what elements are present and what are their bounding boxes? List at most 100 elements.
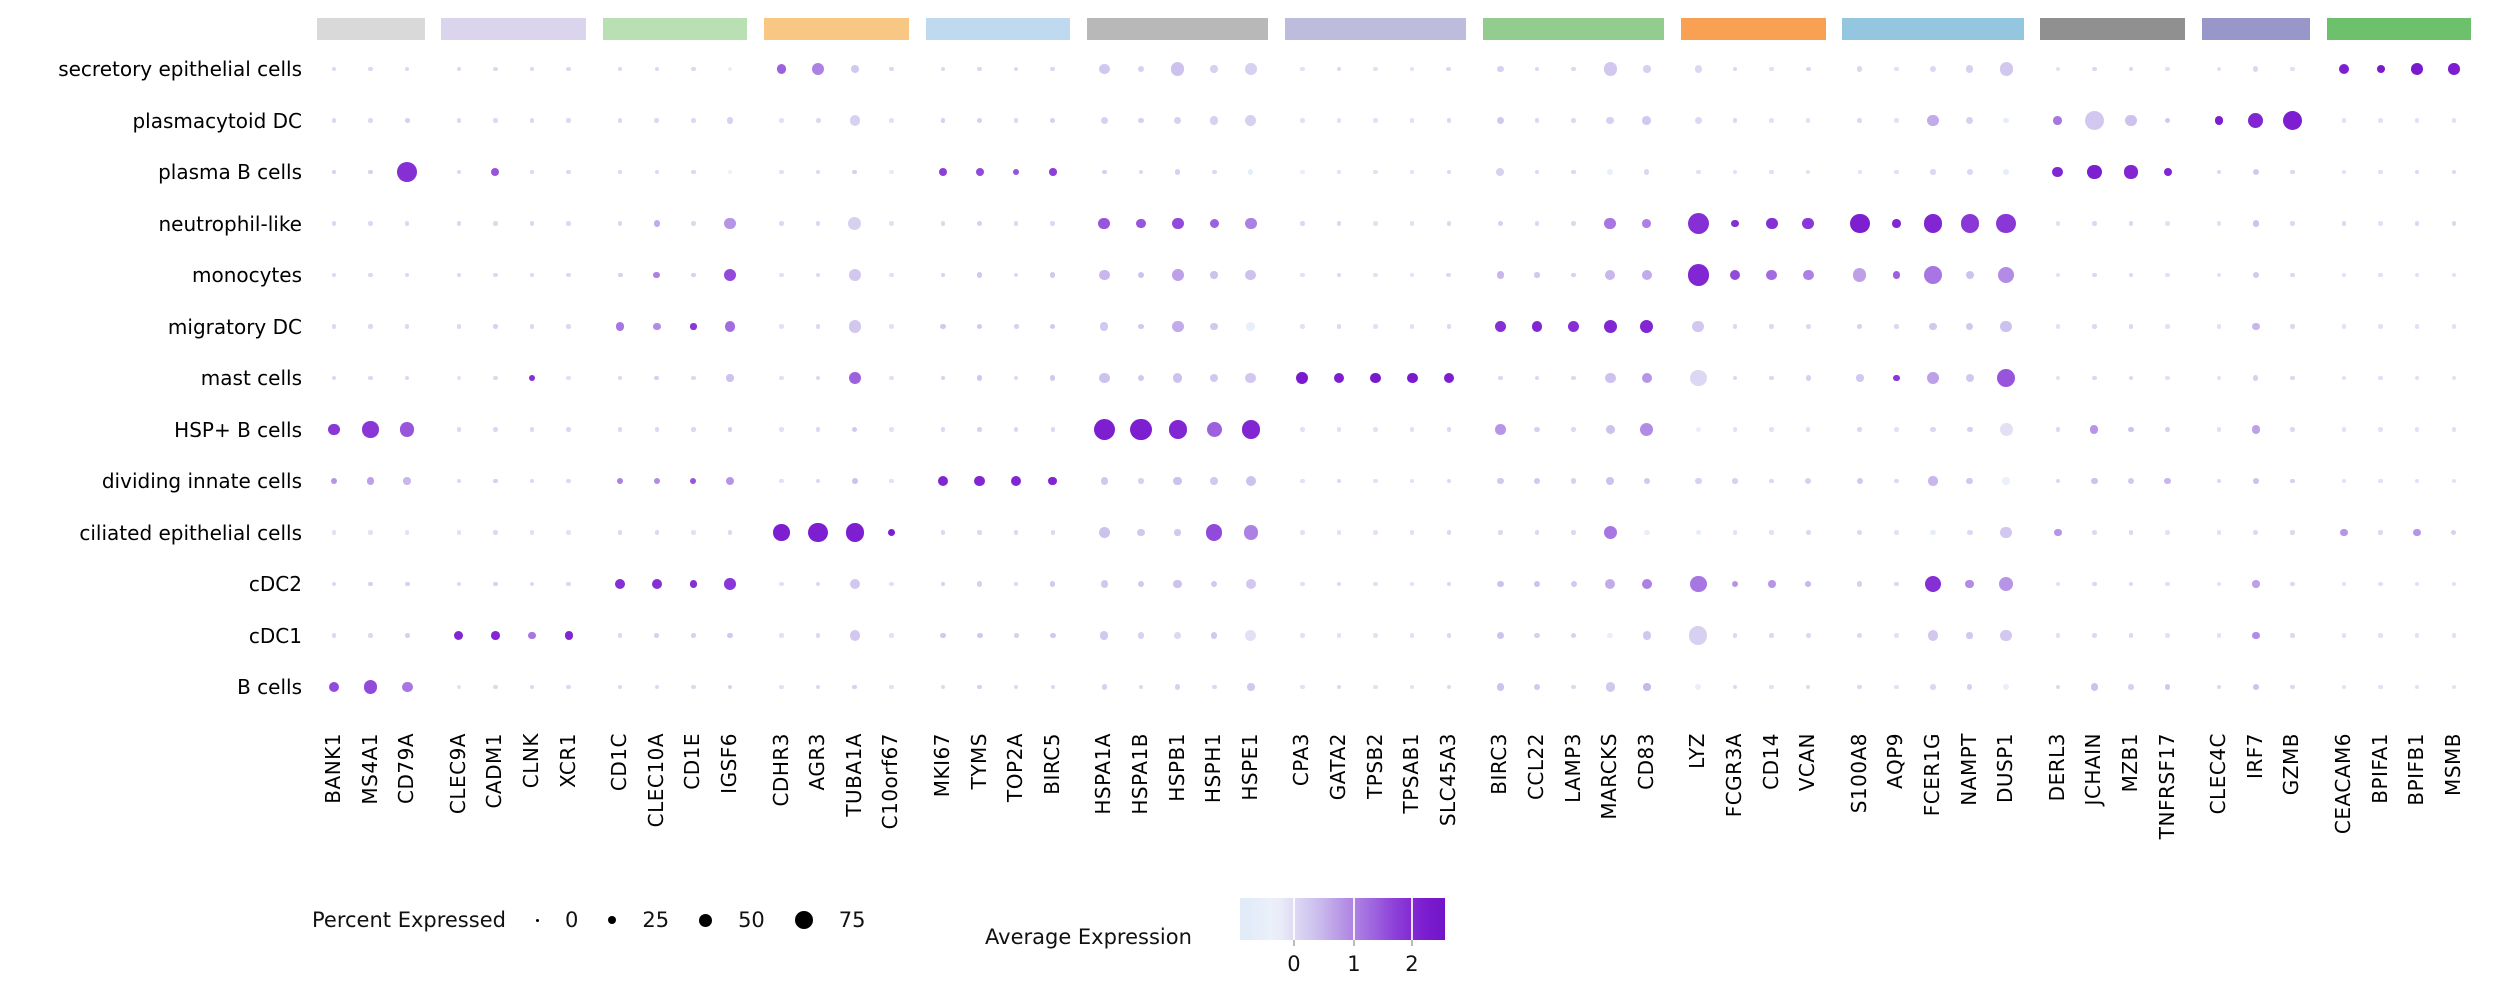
expression-dot: [1534, 221, 1540, 226]
expression-dot: [1014, 118, 1019, 123]
expression-dot: [1373, 66, 1378, 72]
expression-dot: [617, 272, 623, 278]
expression-dot: [1731, 580, 1739, 588]
gene-label: TYMS: [966, 733, 991, 790]
expression-dot: [940, 581, 946, 587]
expression-dot: [940, 375, 946, 381]
expression-dot: [2090, 425, 2099, 434]
expression-dot: [2251, 425, 2260, 434]
expression-dot: [654, 633, 660, 638]
expression-dot: [1769, 169, 1774, 175]
expression-dot: [328, 681, 340, 693]
expression-dot: [811, 62, 825, 76]
expression-dot: [1641, 372, 1652, 384]
gene-label: CPA3: [1289, 733, 1314, 787]
expression-dot: [529, 221, 535, 226]
expression-dot: [1050, 530, 1055, 535]
expression-dot: [2217, 375, 2222, 381]
expression-dot: [1410, 221, 1415, 226]
expression-dot: [1641, 269, 1652, 281]
expression-dot: [368, 375, 373, 381]
gene-group-bar: [1086, 18, 1269, 40]
expression-dot: [2125, 114, 2137, 127]
expression-dot: [1729, 269, 1741, 281]
expression-dot: [2415, 169, 2420, 175]
expression-dot: [1300, 324, 1305, 329]
expression-dot: [454, 630, 464, 641]
expression-dot: [1604, 217, 1617, 230]
expression-dot: [1099, 63, 1110, 75]
gene-label: MKI67: [930, 733, 954, 798]
expression-dot: [1168, 420, 1187, 439]
expression-dot: [1568, 321, 1580, 332]
expression-dot: [1604, 372, 1616, 384]
expression-dot: [779, 581, 784, 587]
colorbar-tick: [1292, 898, 1295, 940]
expression-dot: [529, 478, 535, 484]
expression-dot: [2290, 375, 2295, 381]
expression-dot: [1732, 169, 1738, 175]
expression-dot: [940, 530, 946, 535]
expression-dot: [976, 117, 983, 124]
expression-dot: [1605, 269, 1616, 281]
expression-dot: [1894, 169, 1899, 175]
expression-dot: [618, 118, 623, 123]
expression-dot: [2055, 478, 2060, 484]
expression-dot: [1806, 169, 1811, 175]
expression-dot: [2341, 221, 2347, 226]
expression-dot: [2252, 631, 2260, 640]
expression-dot: [331, 324, 337, 329]
expression-dot: [1857, 169, 1862, 175]
expression-dot: [364, 680, 378, 694]
gene-group-bar: [602, 18, 748, 40]
expression-dot: [2341, 272, 2347, 278]
expression-dot: [691, 375, 696, 381]
expression-dot: [653, 271, 661, 279]
expression-dot: [2341, 169, 2347, 175]
expression-dot: [1014, 427, 1019, 432]
expression-dot: [1641, 578, 1652, 590]
expression-dot: [1534, 478, 1540, 484]
expression-dot: [2415, 221, 2420, 226]
expression-dot: [1373, 221, 1378, 226]
expression-dot: [405, 272, 410, 278]
expression-dot: [529, 427, 535, 432]
gene-label: GATA2: [1326, 733, 1350, 801]
expression-dot: [852, 426, 858, 433]
expression-dot: [2002, 477, 2010, 485]
expression-dot: [724, 217, 736, 230]
expression-dot: [368, 221, 373, 226]
gene-label: VCAN: [1795, 733, 1820, 792]
expression-dot: [1495, 424, 1506, 435]
expression-dot: [976, 323, 983, 330]
gene-label: FCGR3A: [1722, 733, 1746, 818]
expression-dot: [1245, 475, 1256, 487]
expression-dot: [779, 118, 784, 123]
gene-label: TPSB2: [1362, 733, 1387, 799]
expression-dot: [2378, 221, 2383, 226]
expression-dot: [691, 427, 696, 432]
expression-dot: [1373, 478, 1378, 484]
expression-dot: [974, 475, 985, 487]
gene-label: TUBA1A: [841, 733, 866, 817]
expression-dot: [1410, 272, 1415, 278]
expression-dot: [1410, 478, 1415, 484]
expression-dot: [1296, 372, 1309, 384]
expression-dot: [1050, 66, 1056, 72]
expression-dot: [331, 169, 337, 175]
expression-dot: [1300, 427, 1305, 432]
expression-dot: [1336, 581, 1342, 587]
gene-label: SLC45A3: [1435, 733, 1460, 827]
expression-dot: [1893, 374, 1900, 382]
expression-dot: [1014, 221, 1019, 226]
expression-dot: [1137, 271, 1145, 279]
expression-dot: [2092, 66, 2097, 72]
gene-label: IRF7: [2242, 733, 2267, 780]
expression-dot: [654, 684, 659, 690]
expression-dot: [1098, 372, 1110, 384]
expression-dot: [1171, 62, 1185, 76]
expression-dot: [2415, 581, 2420, 587]
expression-dot: [1805, 66, 1811, 72]
expression-dot: [1695, 477, 1702, 485]
expression-dot: [887, 528, 896, 537]
